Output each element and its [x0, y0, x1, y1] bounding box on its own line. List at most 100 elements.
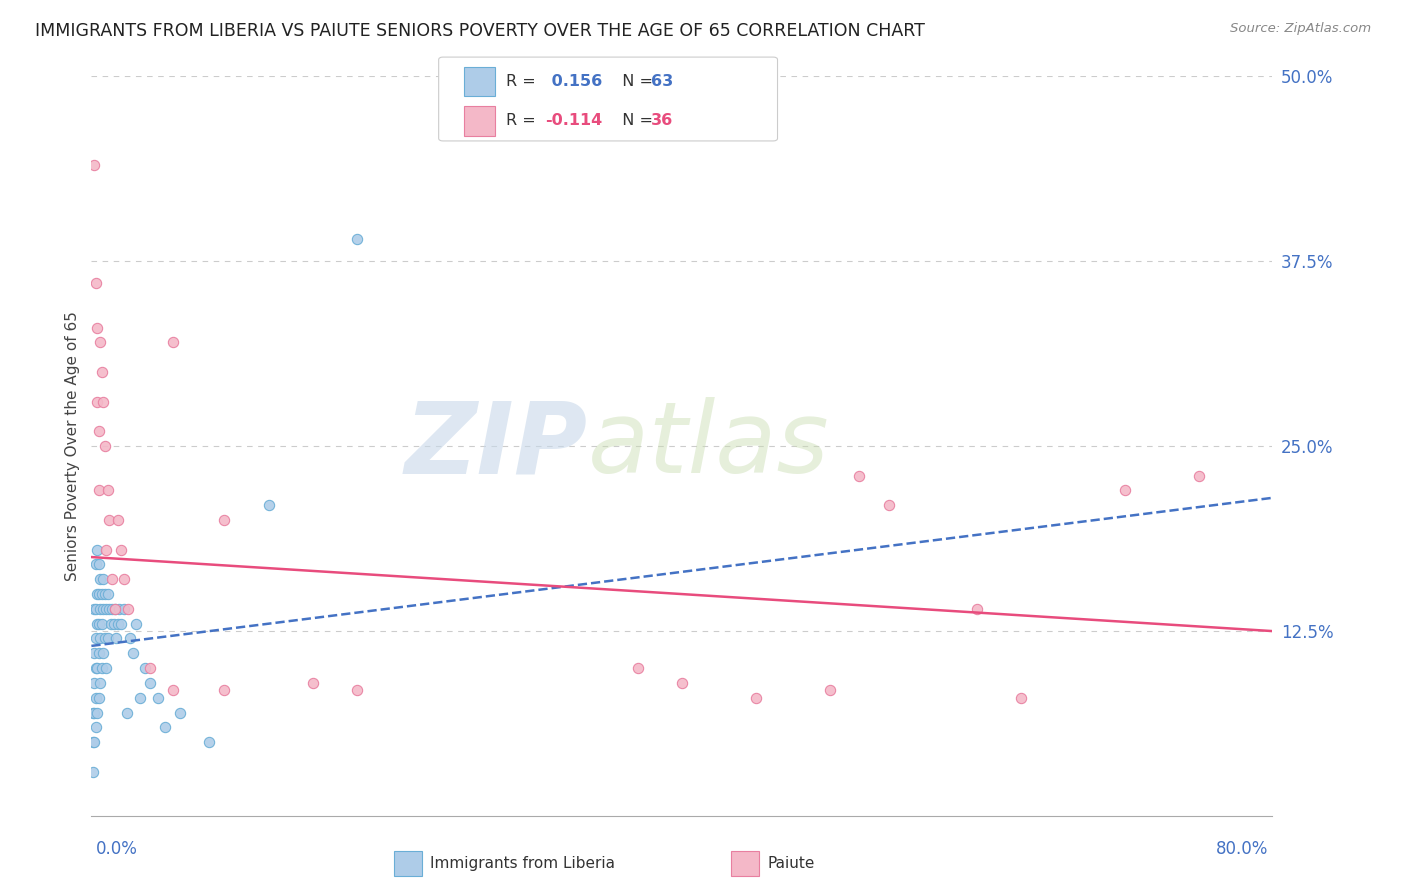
Point — [346, 683, 368, 698]
Point — [91, 572, 114, 586]
Point — [214, 683, 236, 698]
Point — [82, 706, 104, 720]
Point — [966, 602, 988, 616]
Point — [107, 616, 129, 631]
Point — [87, 616, 110, 631]
Point — [98, 513, 121, 527]
Point — [87, 483, 110, 498]
Point — [97, 483, 120, 498]
Point — [1010, 690, 1032, 705]
Point — [146, 690, 169, 705]
Point — [82, 764, 104, 779]
Point — [84, 690, 107, 705]
Point — [96, 542, 118, 557]
Point — [848, 468, 870, 483]
Point — [84, 602, 107, 616]
Point — [139, 661, 162, 675]
Point — [101, 572, 124, 586]
Point — [91, 394, 114, 409]
Point — [91, 602, 114, 616]
Point — [86, 542, 108, 557]
Text: Paiute: Paiute — [768, 856, 815, 871]
Point — [90, 365, 112, 379]
Text: 0.156: 0.156 — [546, 74, 602, 89]
Point — [117, 602, 139, 616]
Point — [257, 498, 280, 512]
Point — [877, 498, 900, 512]
Point — [86, 616, 108, 631]
Point — [86, 661, 108, 675]
Point — [84, 632, 107, 646]
Point — [90, 587, 112, 601]
Point — [162, 335, 184, 350]
Point — [87, 424, 110, 438]
Point — [97, 587, 120, 601]
Point — [86, 587, 108, 601]
Text: R =: R = — [506, 113, 541, 128]
Point — [87, 646, 110, 660]
Point — [115, 706, 138, 720]
Point — [153, 720, 177, 734]
Point — [89, 632, 111, 646]
Point — [118, 632, 141, 646]
Point — [87, 587, 110, 601]
Point — [110, 616, 132, 631]
Text: 63: 63 — [651, 74, 673, 89]
Point — [84, 720, 107, 734]
Point — [627, 661, 650, 675]
Point — [87, 690, 110, 705]
Text: 80.0%: 80.0% — [1216, 840, 1268, 858]
Point — [1114, 483, 1136, 498]
Point — [87, 558, 110, 572]
Point — [103, 616, 125, 631]
Point — [89, 676, 111, 690]
Point — [84, 661, 107, 675]
Point — [112, 602, 135, 616]
Text: 0.0%: 0.0% — [96, 840, 138, 858]
Point — [818, 683, 841, 698]
Point — [346, 232, 368, 246]
Point — [83, 158, 105, 172]
Point — [90, 661, 112, 675]
Point — [134, 661, 156, 675]
Text: ZIP: ZIP — [405, 398, 588, 494]
Point — [93, 587, 115, 601]
Point — [86, 320, 108, 334]
Point — [124, 616, 148, 631]
Y-axis label: Seniors Poverty Over the Age of 65: Seniors Poverty Over the Age of 65 — [65, 311, 80, 581]
Point — [89, 335, 111, 350]
Point — [301, 676, 323, 690]
Point — [86, 706, 108, 720]
Point — [93, 439, 115, 453]
Point — [91, 646, 114, 660]
Point — [84, 276, 107, 290]
Text: Source: ZipAtlas.com: Source: ZipAtlas.com — [1230, 22, 1371, 36]
Point — [671, 676, 693, 690]
Point — [169, 706, 191, 720]
Point — [100, 616, 122, 631]
Point — [110, 542, 132, 557]
Point — [90, 616, 112, 631]
Point — [96, 602, 118, 616]
Point — [98, 602, 121, 616]
Text: 36: 36 — [651, 113, 673, 128]
Point — [107, 513, 129, 527]
Point — [108, 602, 131, 616]
Point — [83, 735, 105, 749]
Point — [83, 602, 105, 616]
Point — [101, 602, 124, 616]
Text: atlas: atlas — [588, 398, 830, 494]
Point — [139, 676, 162, 690]
Point — [86, 394, 108, 409]
Point — [83, 646, 105, 660]
Point — [162, 683, 184, 698]
Point — [112, 572, 135, 586]
Point — [104, 602, 127, 616]
Point — [1187, 468, 1209, 483]
Text: N =: N = — [612, 113, 658, 128]
Text: R =: R = — [506, 74, 541, 89]
Point — [89, 572, 111, 586]
Point — [198, 735, 221, 749]
Point — [96, 661, 118, 675]
Point — [93, 632, 115, 646]
